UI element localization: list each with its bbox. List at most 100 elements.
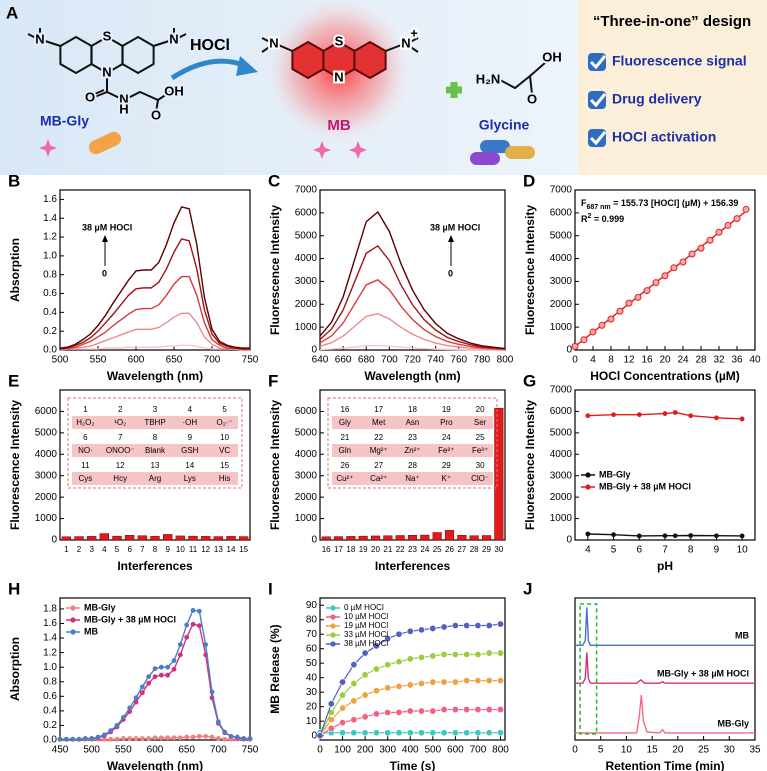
- y-axis-title: MB Release (%): [268, 624, 282, 713]
- bar: [407, 535, 418, 541]
- x-tick-label: 750: [242, 745, 259, 756]
- design-title: “Three-in-one” design: [593, 13, 751, 30]
- chart: GpH Fluorescence Intensity 0 1000 2000 3000 40…: [523, 371, 756, 573]
- trace-label: MB-Gly: [718, 718, 750, 728]
- bond: [404, 37, 419, 53]
- arrow-head: [236, 56, 258, 76]
- data-point: [625, 299, 633, 307]
- y-tick-label: 7000: [550, 185, 573, 196]
- bar: [124, 535, 135, 541]
- x-tick-label: 20: [371, 545, 380, 554]
- data-point: [384, 684, 392, 692]
- data-point: [247, 736, 253, 741]
- inset-number: 4: [188, 405, 193, 414]
- atom-label: +: [410, 25, 418, 40]
- data-point: [418, 626, 426, 634]
- data-point: [158, 672, 164, 678]
- data-point: [463, 622, 471, 630]
- data-point: [209, 734, 215, 740]
- data-point: [474, 622, 482, 630]
- x-tick-label: 500: [52, 355, 69, 366]
- data-point: [361, 649, 369, 657]
- data-point: [215, 736, 221, 741]
- data-point: [171, 658, 177, 664]
- y-tick-label: 50: [306, 658, 318, 669]
- data-point: [339, 691, 347, 699]
- data-point: [184, 734, 190, 740]
- data-point: [384, 661, 392, 669]
- y-tick-label: 0: [311, 730, 317, 741]
- pill: [480, 140, 510, 153]
- data-point: [585, 531, 591, 537]
- plot-frame: [319, 597, 506, 741]
- data-point: [672, 533, 678, 539]
- data-line: [575, 607, 755, 647]
- data-point: [652, 279, 660, 287]
- data-point: [384, 708, 392, 716]
- data-point: [440, 706, 448, 714]
- legend-label: MB: [84, 626, 98, 636]
- x-tick-label: 15: [239, 545, 248, 554]
- data-point: [196, 733, 202, 739]
- data-point: [496, 729, 504, 737]
- x-tick-label: 200: [357, 745, 374, 756]
- data-line: [319, 210, 506, 350]
- data-point: [146, 674, 152, 680]
- design-item: Fluorescence signal: [612, 53, 747, 69]
- data-point: [589, 328, 597, 336]
- data-point: [429, 707, 437, 715]
- legend-label: MB-Gly + 38 µM HOCl: [84, 614, 176, 624]
- y-tick-label: 5000: [295, 427, 318, 438]
- panel-label: I: [268, 579, 273, 598]
- y-tick-label: 1.0: [43, 251, 57, 262]
- data-line: [319, 344, 506, 351]
- legend-marker: [330, 632, 336, 638]
- bond: [41, 39, 61, 47]
- fit-curve: [319, 652, 501, 736]
- x-tick-label: 0: [572, 745, 578, 756]
- y-tick-label: 2000: [550, 492, 573, 503]
- x-tick-label: 550: [115, 745, 132, 756]
- reactant-label: MB-Gly: [40, 113, 89, 129]
- data-point: [108, 728, 114, 733]
- data-point: [463, 706, 471, 714]
- y-tick-label: 0.0: [43, 735, 57, 746]
- inset-label: Fe²⁺: [438, 446, 454, 455]
- scheme-panel: A MB-Gly HOCl MB Glycine “Three-in-one” …: [0, 0, 767, 175]
- inset-label: Blank: [145, 446, 166, 455]
- inset-number: 25: [476, 433, 485, 442]
- data-point: [350, 697, 358, 705]
- inset-label: Mg²⁺: [370, 446, 388, 455]
- x-tick-label: 800: [492, 745, 509, 756]
- x-axis-title: HOCl Concentrations (µM): [590, 369, 740, 383]
- y-tick-label: 3000: [550, 276, 573, 287]
- panel-label: C: [268, 171, 280, 190]
- data-point: [339, 719, 347, 727]
- data-point: [611, 532, 616, 538]
- atom-label: OH: [164, 83, 184, 98]
- data-point: [395, 658, 403, 666]
- equation-part: F: [581, 198, 587, 208]
- data-point: [339, 704, 347, 712]
- x-tick-label: 800: [497, 355, 514, 366]
- bar: [358, 535, 368, 541]
- data-point: [361, 691, 369, 699]
- y-tick-label: 7000: [550, 385, 573, 396]
- x-axis-title: Time (s): [390, 759, 436, 771]
- bar: [137, 535, 148, 541]
- bar: [213, 536, 224, 541]
- x-tick-label: 5: [611, 545, 617, 556]
- data-point: [350, 661, 358, 669]
- x-tick-label: 550: [90, 355, 107, 366]
- x-tick-label: 10: [176, 545, 185, 554]
- data-point: [139, 684, 145, 690]
- x-tick-label: 780: [474, 355, 491, 366]
- data-point: [598, 321, 606, 329]
- y-tick-label: 5000: [550, 427, 573, 438]
- data-point: [82, 736, 88, 741]
- inset-number: 29: [442, 461, 451, 470]
- highlight-box: [579, 603, 598, 735]
- y-tick-label: 5000: [550, 230, 573, 241]
- data-point: [418, 729, 426, 737]
- x-tick-label: 650: [178, 745, 195, 756]
